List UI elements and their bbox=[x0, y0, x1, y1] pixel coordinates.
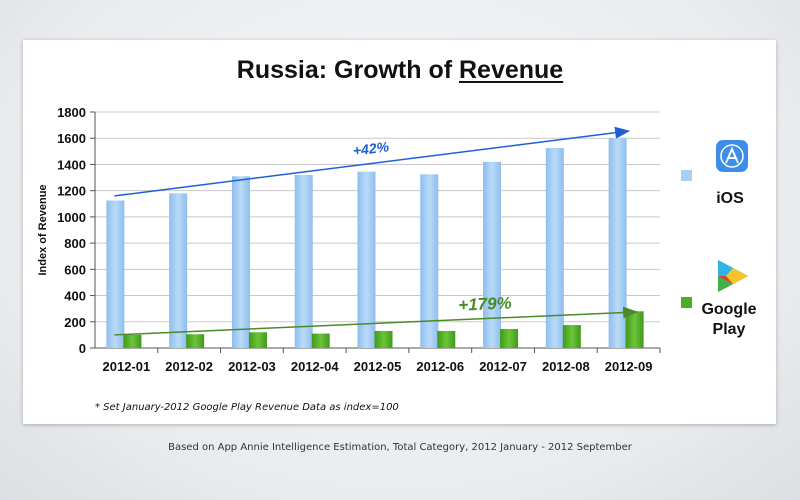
app-store-icon-ring bbox=[720, 144, 744, 168]
y-tick-label: 1200 bbox=[57, 184, 86, 199]
bar-google-play bbox=[437, 330, 456, 348]
bar-google-play bbox=[500, 328, 519, 348]
bar-google-play bbox=[123, 334, 142, 348]
y-tick-label: 200 bbox=[64, 315, 86, 330]
legend-google-label: Google Play bbox=[701, 301, 757, 338]
bar-google-play bbox=[625, 311, 644, 348]
legend-google-swatch bbox=[681, 297, 692, 308]
x-tick-label: 2012-03 bbox=[228, 359, 276, 374]
x-tick-label: 2012-02 bbox=[165, 359, 213, 374]
y-tick-label: 600 bbox=[64, 262, 86, 277]
bar-google-play bbox=[186, 334, 205, 348]
y-tick-label: 0 bbox=[79, 341, 86, 356]
x-tick-label: 2012-05 bbox=[354, 359, 402, 374]
slide-card bbox=[23, 40, 776, 424]
google-play-icon-right bbox=[726, 268, 748, 284]
legend-ios-swatch bbox=[681, 170, 692, 181]
bar-ios bbox=[357, 171, 376, 348]
source-note: Based on App Annie Intelligence Estimati… bbox=[168, 442, 632, 453]
x-tick-label: 2012-07 bbox=[479, 359, 527, 374]
bar-ios bbox=[608, 138, 627, 348]
google-growth-label: +179% bbox=[458, 293, 512, 314]
bar-ios bbox=[483, 161, 502, 348]
ios-trend-arrow bbox=[114, 126, 631, 197]
y-axis-label: Index of Revenue bbox=[37, 184, 49, 275]
google-play-icon-bottom bbox=[718, 276, 733, 292]
bar-ios bbox=[545, 148, 564, 348]
bar-ios bbox=[294, 174, 313, 348]
chart-title: Russia: Growth of Revenue bbox=[0, 56, 800, 85]
y-tick-label: 1800 bbox=[57, 105, 86, 120]
legend-ios-label: iOS bbox=[716, 190, 744, 207]
bar-ios bbox=[420, 174, 439, 348]
x-tick-label: 2012-01 bbox=[103, 359, 151, 374]
bar-google-play bbox=[374, 330, 393, 348]
footnote: * Set January-2012 Google Play Revenue D… bbox=[95, 402, 399, 413]
y-tick-label: 800 bbox=[64, 236, 86, 251]
title-underlined: Revenue bbox=[459, 56, 564, 84]
bar-google-play bbox=[248, 332, 267, 348]
y-tick-label: 1600 bbox=[57, 131, 86, 146]
y-tick-label: 1000 bbox=[57, 210, 86, 225]
title-prefix: Russia: Growth of bbox=[236, 56, 459, 84]
y-tick-label: 400 bbox=[64, 289, 86, 304]
x-tick-label: 2012-09 bbox=[605, 359, 653, 374]
bar-ios bbox=[169, 193, 188, 348]
x-tick-label: 2012-06 bbox=[416, 359, 464, 374]
ios-growth-label: +42% bbox=[352, 138, 390, 158]
bar-google-play bbox=[311, 333, 330, 348]
x-tick-label: 2012-04 bbox=[291, 359, 339, 374]
x-tick-label: 2012-08 bbox=[542, 359, 590, 374]
bar-google-play bbox=[562, 325, 581, 348]
bar-ios bbox=[231, 176, 250, 348]
bar-ios bbox=[106, 200, 125, 348]
app-store-icon-glyph bbox=[725, 146, 739, 164]
google-trend-arrow bbox=[114, 306, 639, 336]
y-tick-label: 1400 bbox=[57, 157, 86, 172]
